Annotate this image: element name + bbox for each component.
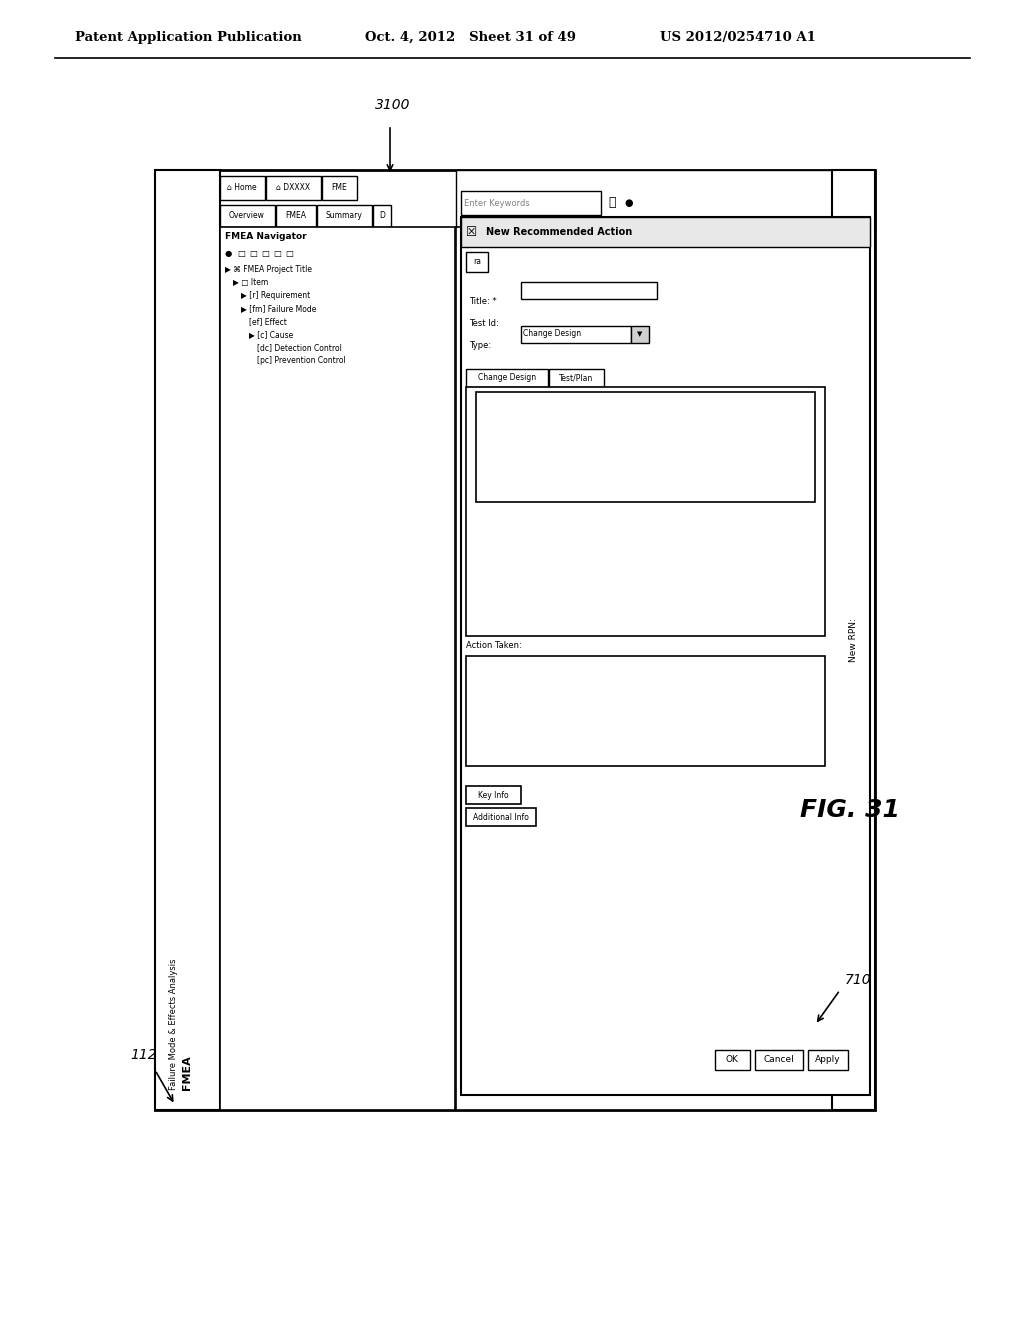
Bar (521, 282, 657, 300)
Bar (466, 370, 548, 387)
Text: ☒: ☒ (466, 226, 477, 239)
Text: ⌂ DXXXX: ⌂ DXXXX (275, 183, 310, 193)
Text: □: □ (285, 249, 293, 257)
Text: ⌕: ⌕ (608, 197, 615, 210)
Text: US 2012/0254710 A1: US 2012/0254710 A1 (660, 30, 816, 44)
Bar (631, 326, 649, 343)
Bar (466, 808, 536, 826)
Bar (466, 785, 521, 804)
Text: Additional Info: Additional Info (473, 813, 529, 821)
Bar (466, 252, 488, 272)
Bar (521, 326, 631, 343)
Bar (461, 191, 601, 215)
Text: Change Design: Change Design (478, 374, 536, 383)
Text: D: D (379, 211, 385, 220)
Text: New Recommended Action: New Recommended Action (486, 227, 632, 238)
Text: ●: ● (624, 198, 633, 209)
Text: Patent Application Publication: Patent Application Publication (75, 30, 302, 44)
Text: Title: *: Title: * (469, 297, 497, 306)
Text: OK: OK (726, 1056, 738, 1064)
Text: Test/Plan: Test/Plan (559, 374, 593, 383)
Bar (837, 271, 869, 370)
Bar (549, 370, 604, 387)
Bar (837, 931, 869, 1030)
Bar (266, 176, 321, 201)
Bar (155, 170, 220, 1110)
Bar (322, 176, 357, 201)
Text: ▶ [fm] Failure Mode: ▶ [fm] Failure Mode (241, 304, 316, 313)
Bar (276, 205, 316, 227)
Text: Failure Mode & Effects Analysis: Failure Mode & Effects Analysis (169, 958, 177, 1090)
Bar (476, 392, 815, 502)
Bar (456, 227, 874, 1110)
Bar (466, 656, 825, 766)
Text: ▶ [c] Cause: ▶ [c] Cause (249, 330, 293, 339)
Text: 112: 112 (130, 1048, 157, 1063)
Text: ●: ● (225, 249, 232, 257)
Text: New RPN:: New RPN: (849, 618, 857, 661)
Text: Cancel: Cancel (764, 1056, 795, 1064)
Text: FME: FME (331, 183, 347, 193)
Text: FMEA: FMEA (286, 211, 306, 220)
Text: [dc] Detection Control: [dc] Detection Control (257, 343, 342, 352)
Text: Apply: Apply (815, 1056, 841, 1064)
Bar (220, 227, 455, 1110)
Text: □: □ (237, 249, 245, 257)
Text: Change Design: Change Design (523, 330, 582, 338)
Text: □: □ (249, 249, 257, 257)
Bar (831, 170, 874, 1110)
Text: ▶ [r] Requirement: ▶ [r] Requirement (241, 290, 310, 300)
Bar (755, 1049, 803, 1071)
Bar (373, 205, 391, 227)
Text: FMEA: FMEA (182, 1055, 193, 1090)
Bar (456, 170, 874, 227)
Text: ▶ □ Item: ▶ □ Item (233, 279, 268, 286)
Text: FMEA Navigator: FMEA Navigator (225, 232, 306, 242)
Text: Enter Keywords: Enter Keywords (464, 198, 529, 207)
Text: □: □ (273, 249, 281, 257)
Bar (155, 170, 874, 1110)
Bar (317, 205, 372, 227)
Text: 3100: 3100 (375, 98, 411, 112)
Text: Overview: Overview (229, 211, 265, 220)
Text: Type:: Type: (469, 341, 492, 350)
Bar (220, 176, 265, 201)
Text: [ef] Effect: [ef] Effect (249, 317, 287, 326)
Bar (461, 216, 870, 247)
Bar (220, 205, 275, 227)
Bar (466, 387, 825, 636)
Bar (715, 1049, 750, 1071)
Text: ▶ ⌘ FMEA Project Title: ▶ ⌘ FMEA Project Title (225, 265, 312, 275)
Text: [pc] Prevention Control: [pc] Prevention Control (257, 356, 346, 366)
Bar (808, 1049, 848, 1071)
Text: Key Info: Key Info (477, 791, 508, 800)
Bar (461, 216, 870, 1096)
Text: Oct. 4, 2012   Sheet 31 of 49: Oct. 4, 2012 Sheet 31 of 49 (365, 30, 575, 44)
Text: ▼: ▼ (637, 331, 643, 337)
Text: Action Taken:: Action Taken: (466, 642, 522, 649)
Text: FIG. 31: FIG. 31 (800, 799, 900, 822)
Text: ⌂ Home: ⌂ Home (227, 183, 257, 193)
Text: Summary: Summary (326, 211, 362, 220)
Text: 710: 710 (845, 973, 871, 987)
Text: ra: ra (473, 257, 481, 267)
Text: Test Id:: Test Id: (469, 319, 499, 327)
Text: □: □ (261, 249, 269, 257)
